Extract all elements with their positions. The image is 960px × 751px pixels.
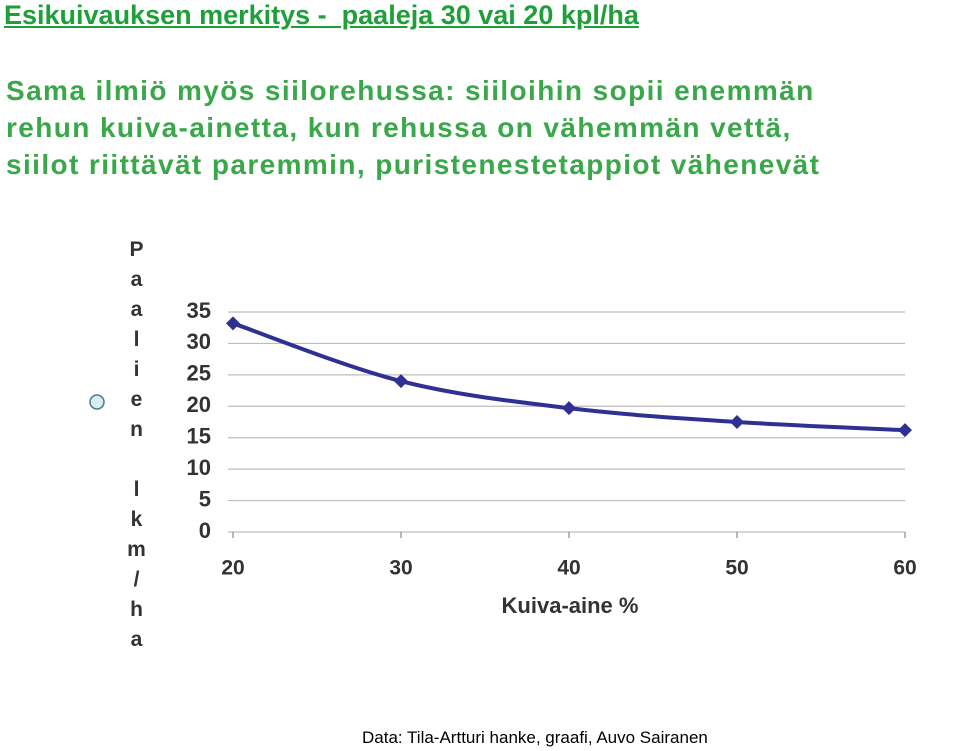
y-tick-label: 20: [187, 392, 211, 417]
y-axis-title: Paalien lkm/ha: [125, 238, 148, 658]
x-axis-title: Kuiva-aine %: [502, 593, 639, 618]
y-tick-label: 15: [187, 424, 211, 449]
y-tick-label: 10: [187, 455, 211, 480]
data-point: [730, 415, 744, 429]
body-line: siilot riittävät paremmin, puristenestet…: [6, 149, 821, 180]
y-tick-label: 30: [187, 329, 211, 354]
body-line: Sama ilmiö myös siilorehussa: siiloihin …: [6, 75, 815, 106]
y-tick-label: 0: [199, 518, 211, 543]
body-line: rehun kuiva-ainetta, kun rehussa on vähe…: [6, 112, 792, 143]
x-tick-label: 50: [725, 557, 748, 580]
data-point: [562, 401, 576, 416]
y-tick-label: 5: [199, 486, 211, 511]
y-tick-label: 25: [187, 361, 211, 386]
x-tick-label: 30: [389, 557, 412, 580]
x-tick-label: 20: [221, 557, 244, 580]
body-text: Sama ilmiö myös siilorehussa: siiloihin …: [6, 72, 820, 183]
y-tick-label: 35: [187, 298, 211, 323]
data-point: [226, 316, 240, 331]
bullet: [89, 394, 105, 410]
slide-title: Esikuivauksen merkitys - paaleja 30 vai …: [4, 0, 639, 30]
x-tick-label: 40: [557, 557, 580, 580]
source-note: Data: Tila-Artturi hanke, graafi, Auvo S…: [362, 728, 708, 747]
data-point: [394, 374, 408, 389]
data-point: [898, 423, 912, 438]
x-tick-label: 60: [893, 557, 916, 580]
